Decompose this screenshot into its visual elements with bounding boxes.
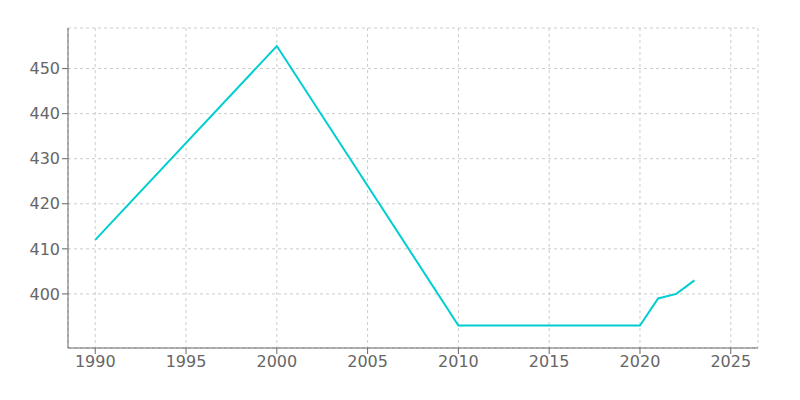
svg-text:2015: 2015	[529, 352, 570, 371]
svg-text:420: 420	[29, 194, 60, 213]
svg-text:400: 400	[29, 285, 60, 304]
svg-text:1995: 1995	[166, 352, 207, 371]
svg-text:2005: 2005	[347, 352, 388, 371]
svg-text:2025: 2025	[710, 352, 751, 371]
svg-text:1990: 1990	[75, 352, 116, 371]
svg-text:430: 430	[29, 149, 60, 168]
svg-text:410: 410	[29, 240, 60, 259]
svg-text:2020: 2020	[620, 352, 661, 371]
svg-text:440: 440	[29, 104, 60, 123]
svg-text:2010: 2010	[438, 352, 479, 371]
svg-text:2000: 2000	[256, 352, 297, 371]
svg-text:450: 450	[29, 59, 60, 78]
